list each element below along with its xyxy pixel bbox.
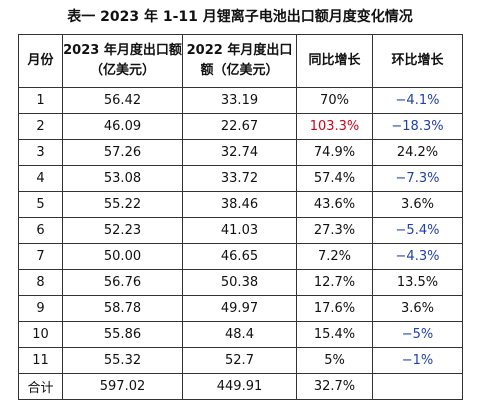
- table-cell: 1: [18, 87, 63, 114]
- table-cell: 7.2%: [296, 243, 373, 270]
- table-row: 2 46.09 22.67 103.3% −18.3%: [18, 113, 463, 140]
- table-cell: −5.4%: [372, 217, 463, 244]
- table-cell: 33.19: [182, 87, 297, 114]
- header-cell: 同比增长: [296, 34, 373, 88]
- table-row: 1 56.42 33.19 70% −4.1%: [18, 87, 463, 114]
- table-cell: 57.26: [62, 139, 183, 166]
- table-cell: 10: [18, 321, 63, 348]
- table-cell: 41.03: [182, 217, 297, 244]
- table-cell: 5: [18, 191, 63, 218]
- table-cell: −7.3%: [372, 165, 463, 192]
- table-cell: 6: [18, 217, 63, 244]
- table-row: 6 52.23 41.03 27.3% −5.4%: [18, 217, 463, 244]
- table-cell: −18.3%: [372, 113, 463, 140]
- table-cell: 449.91: [182, 373, 297, 400]
- table-cell: 32.7%: [296, 373, 373, 400]
- table-cell: −4.3%: [372, 243, 463, 270]
- table-cell: 24.2%: [372, 139, 463, 166]
- table-cell: 27.3%: [296, 217, 373, 244]
- table-cell: 53.08: [62, 165, 183, 192]
- table-cell: 22.67: [182, 113, 297, 140]
- table-cell: 3: [18, 139, 63, 166]
- table-cell: 7: [18, 243, 63, 270]
- table-cell: 17.6%: [296, 295, 373, 322]
- table-cell: 9: [18, 295, 63, 322]
- table-cell: 57.4%: [296, 165, 373, 192]
- table-cell: 74.9%: [296, 139, 373, 166]
- table-cell: 52.7: [182, 347, 297, 374]
- table-cell: −4.1%: [372, 87, 463, 114]
- table-cell: −1%: [372, 347, 463, 374]
- table-cell: 597.02: [62, 373, 183, 400]
- table-title: 表一 2023 年 1-11 月锂离子电池出口额月度变化情况: [67, 9, 413, 25]
- table-cell: 合计: [18, 373, 63, 400]
- table-cell: 49.97: [182, 295, 297, 322]
- header-cell: 环比增长: [372, 34, 463, 88]
- table-cell: 8: [18, 269, 63, 296]
- table-cell: 2: [18, 113, 63, 140]
- header-cell: 2022 年月度出口额（亿美元）: [182, 34, 297, 88]
- table-cell: 11: [18, 347, 63, 374]
- table-cell: 48.4: [182, 321, 297, 348]
- table-cell: 38.46: [182, 191, 297, 218]
- table-row: 8 56.76 50.38 12.7% 13.5%: [18, 269, 463, 296]
- table-row: 3 57.26 32.74 74.9% 24.2%: [18, 139, 463, 166]
- table-cell: 43.6%: [296, 191, 373, 218]
- table-cell: 13.5%: [372, 269, 463, 296]
- table-cell: 55.86: [62, 321, 183, 348]
- table-row: 合计 597.02 449.91 32.7%: [18, 373, 463, 400]
- table-cell: 3.6%: [372, 295, 463, 322]
- table-cell: 33.72: [182, 165, 297, 192]
- table-cell: 15.4%: [296, 321, 373, 348]
- table-cell: 50.00: [62, 243, 183, 270]
- header-cell: 月份: [18, 34, 63, 88]
- table-cell: 4: [18, 165, 63, 192]
- table-cell: 103.3%: [296, 113, 373, 140]
- table-row: 5 55.22 38.46 43.6% 3.6%: [18, 191, 463, 218]
- table-cell: 56.42: [62, 87, 183, 114]
- table-cell: 55.22: [62, 191, 183, 218]
- table-cell: 46.09: [62, 113, 183, 140]
- data-table: 月份 2023 年月度出口额（亿美元） 2022 年月度出口额（亿美元） 同比增长 环比…: [18, 34, 463, 400]
- table-cell: 50.38: [182, 269, 297, 296]
- table-row: 10 55.86 48.4 15.4% −5%: [18, 321, 463, 348]
- empty-cell: [372, 373, 463, 400]
- table-cell: 58.78: [62, 295, 183, 322]
- table-row: 9 58.78 49.97 17.6% 3.6%: [18, 295, 463, 322]
- table-cell: 32.74: [182, 139, 297, 166]
- table-row: 11 55.32 52.7 5% −1%: [18, 347, 463, 374]
- table-row: 4 53.08 33.72 57.4% −7.3%: [18, 165, 463, 192]
- table-cell: 56.76: [62, 269, 183, 296]
- table-cell: 5%: [296, 347, 373, 374]
- table-row: 7 50.00 46.65 7.2% −4.3%: [18, 243, 463, 270]
- table-cell: 70%: [296, 87, 373, 114]
- header-cell: 2023 年月度出口额（亿美元）: [62, 34, 183, 88]
- table-cell: 12.7%: [296, 269, 373, 296]
- table-cell: 55.32: [62, 347, 183, 374]
- table-cell: 52.23: [62, 217, 183, 244]
- table-cell: −5%: [372, 321, 463, 348]
- table-cell: 3.6%: [372, 191, 463, 218]
- header-row: 月份 2023 年月度出口额（亿美元） 2022 年月度出口额（亿美元） 同比增长 环比…: [18, 34, 463, 88]
- table-cell: 46.65: [182, 243, 297, 270]
